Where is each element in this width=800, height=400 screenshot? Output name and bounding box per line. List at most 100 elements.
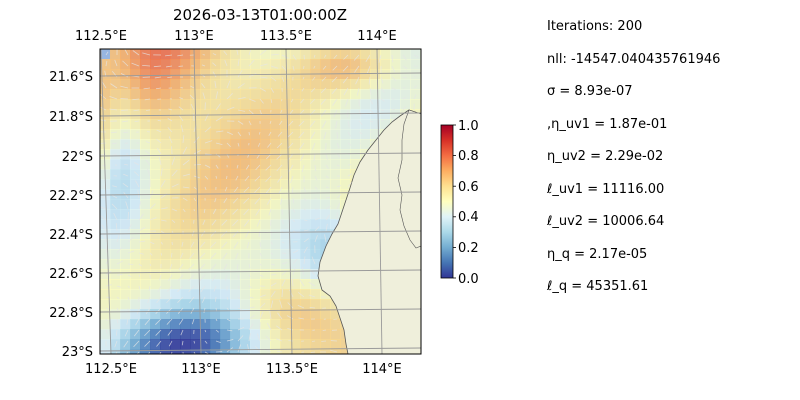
heatmap-cell: [220, 79, 231, 90]
quiver-arrow: [101, 81, 107, 89]
quiver-arrow: [124, 49, 129, 56]
heatmap-cell: [260, 209, 271, 220]
heatmap-cell: [250, 139, 261, 150]
quiver-arrow: [237, 142, 240, 147]
heatmap-cell: [340, 159, 351, 170]
quiver-arrow: [247, 344, 250, 353]
quiver-arrow: [179, 97, 184, 100]
quiver-arrow: [254, 197, 261, 205]
heatmap-cell: [150, 79, 161, 90]
heatmap-cell: [220, 269, 231, 280]
quiver-arrow: [211, 219, 217, 226]
heatmap-cell: [160, 299, 171, 310]
quiver-arrow: [182, 146, 188, 155]
heatmap-cell: [310, 169, 321, 180]
heatmap-cell: [210, 119, 221, 130]
heatmap-cell: [280, 279, 291, 290]
heatmap-cell: [260, 139, 271, 150]
quiver-arrow: [145, 141, 151, 144]
stat-ell-uv2: ℓ_uv2 = 10006.64: [547, 214, 665, 229]
quiver-arrow: [226, 175, 228, 180]
heatmap-cell: [270, 89, 281, 100]
heatmap-cell: [190, 289, 201, 300]
quiver-arrow: [111, 203, 118, 210]
heatmap-cell: [230, 189, 241, 200]
heatmap-cell: [150, 179, 161, 190]
heatmap-cell: [350, 129, 361, 140]
heatmap-cell: [280, 299, 291, 310]
heatmap-cell: [350, 109, 361, 120]
heatmap-cell: [100, 339, 111, 350]
quiver-arrow: [298, 131, 305, 139]
quiver-arrow: [100, 142, 107, 144]
quiver-arrow: [181, 241, 184, 247]
quiver-arrow: [215, 340, 221, 343]
quiver-arrow: [308, 294, 316, 298]
quiver-arrow: [289, 289, 294, 298]
heatmap-cell: [320, 79, 331, 90]
heatmap-cell: [130, 299, 141, 310]
heatmap-cell: [100, 79, 111, 90]
heatmap-cell: [230, 289, 241, 300]
heatmap-cell: [190, 299, 201, 310]
stat-iterations: Iterations: 200: [547, 19, 643, 34]
quiver-arrow: [270, 263, 275, 266]
quiver-arrow: [259, 252, 262, 257]
heatmap-cell: [400, 49, 411, 60]
quiver-arrow: [259, 98, 264, 104]
heatmap-cell: [410, 49, 421, 60]
quiver-arrow: [210, 241, 217, 248]
heatmap-cell: [120, 199, 131, 210]
island: [397, 109, 421, 249]
quiver-arrow: [402, 76, 407, 79]
quiver-arrow: [248, 323, 254, 331]
quiver-arrow: [215, 130, 224, 133]
quiver-arrow: [159, 351, 162, 354]
heatmap-cell: [260, 99, 271, 110]
quiver-arrow: [127, 223, 132, 232]
heatmap-cell: [300, 159, 311, 170]
heatmap-cell: [290, 189, 301, 200]
heatmap-cell: [230, 59, 241, 70]
heatmap-cell: [110, 49, 121, 60]
heatmap-cell: [390, 109, 401, 120]
heatmap-cell: [400, 59, 411, 70]
quiver-arrow: [303, 256, 306, 265]
heatmap-cell: [220, 89, 231, 100]
heatmap-cell: [160, 259, 171, 270]
quiver-arrow: [380, 76, 384, 84]
quiver-arrow: [292, 54, 297, 61]
heatmap-cell: [310, 219, 321, 230]
heatmap-cell: [210, 339, 221, 350]
quiver-arrow: [191, 318, 195, 325]
quiver-arrow: [232, 219, 239, 227]
quiver-arrow: [256, 333, 261, 342]
heatmap-cell: [130, 49, 141, 60]
heatmap-cell: [320, 339, 331, 350]
quiver-arrow: [199, 252, 206, 259]
heatmap-cell: [150, 219, 161, 230]
heatmap-cell: [160, 219, 171, 230]
heatmap-cell: [140, 259, 151, 270]
heatmap-cell: [250, 99, 261, 110]
heatmap-cell: [210, 299, 221, 310]
heatmap-cell: [250, 319, 261, 330]
heatmap-cell: [340, 179, 351, 190]
heatmap-cell: [190, 159, 201, 170]
heatmap-cell: [140, 89, 151, 100]
quiver-arrow: [258, 230, 261, 238]
quiver-arrow: [215, 329, 220, 333]
heatmap-cell: [170, 219, 181, 230]
heatmap-cell: [140, 249, 151, 260]
heatmap-cell: [190, 219, 201, 230]
quiver-arrow: [345, 98, 349, 107]
quiver-arrow: [201, 83, 206, 89]
heatmap-cell: [250, 49, 261, 60]
heatmap-cell: [310, 179, 321, 190]
quiver-arrow: [281, 219, 284, 225]
quiver-arrow: [144, 318, 151, 326]
quiver-arrow: [369, 98, 374, 105]
quiver-arrow: [309, 268, 316, 276]
heatmap-cell: [170, 119, 181, 130]
heatmap-cell: [240, 139, 251, 150]
